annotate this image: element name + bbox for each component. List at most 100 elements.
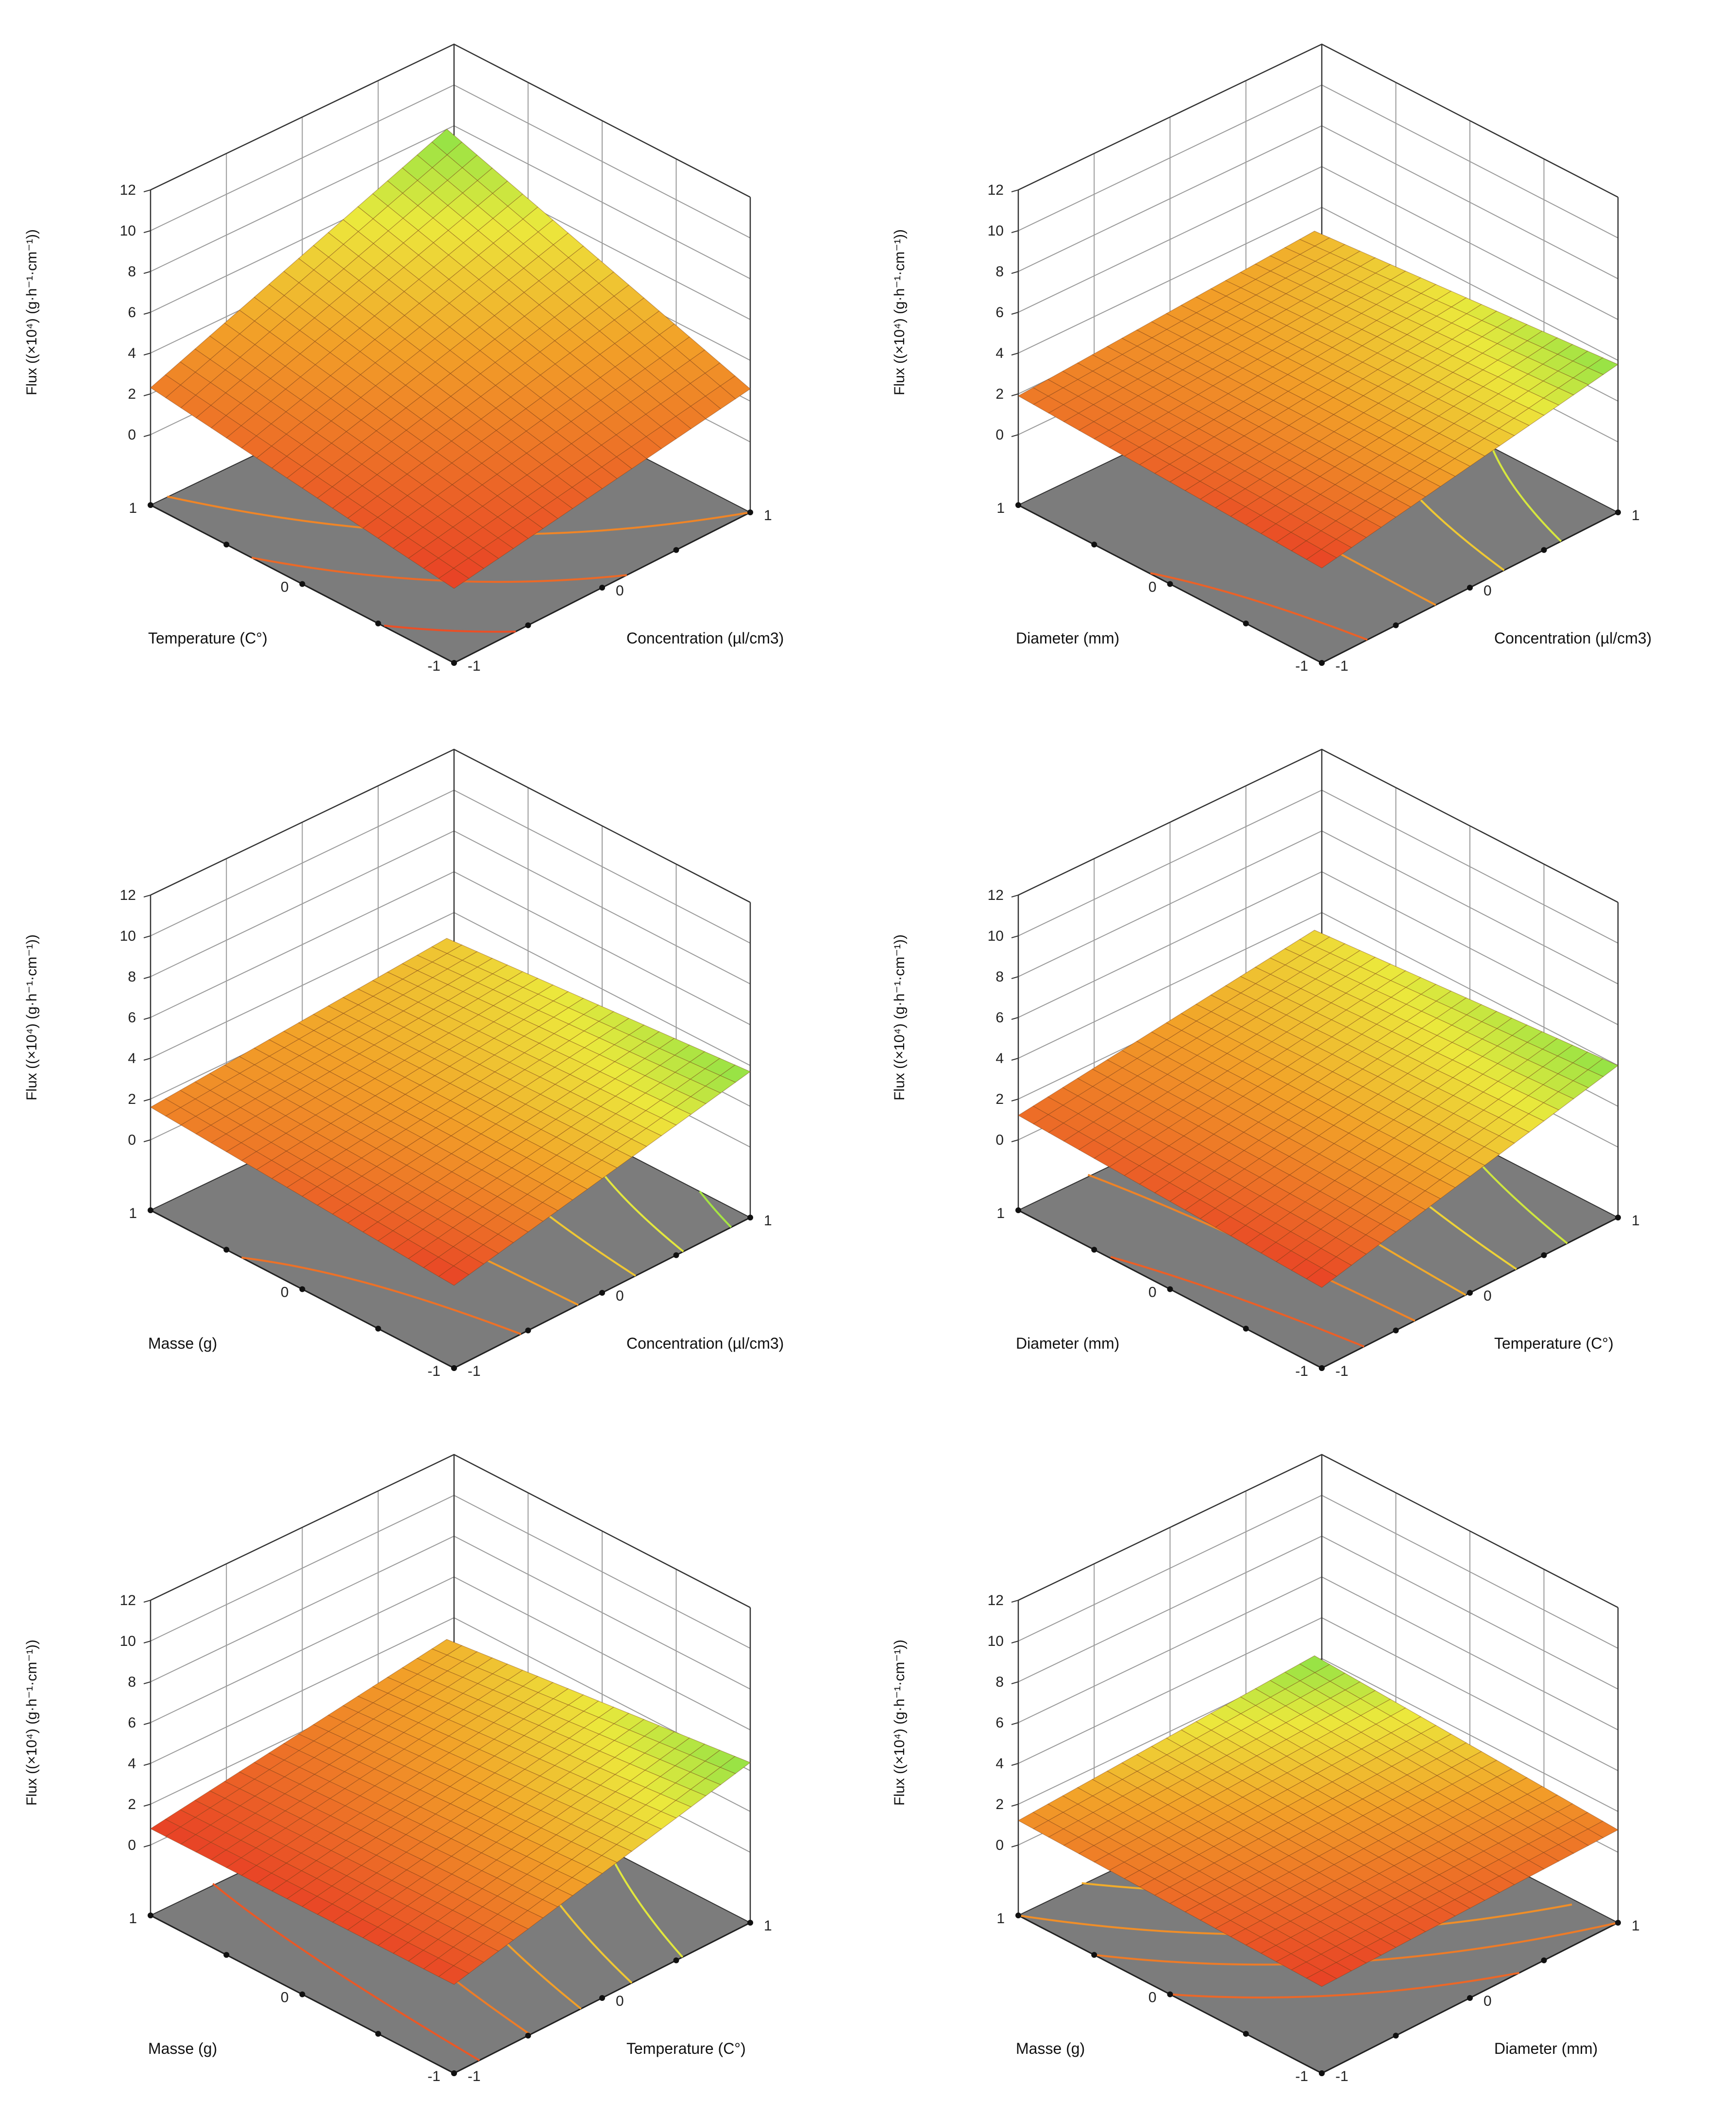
- surface-cell: [357, 980, 389, 997]
- surface-cell: [1270, 981, 1301, 999]
- surface-cell: [270, 1115, 302, 1134]
- z-axis-title: Flux ((×10⁴) (g·h⁻¹·cm⁻¹)): [24, 934, 40, 1100]
- surface-cell: [224, 1771, 255, 1789]
- surface-cell: [1314, 1664, 1346, 1682]
- surface-cell: [329, 1754, 360, 1772]
- surface-cell: [1318, 397, 1349, 415]
- surface-cell: [438, 1965, 470, 1985]
- surface-cell: [1226, 1763, 1258, 1781]
- surface-cell: [345, 1104, 376, 1123]
- surface-cell: [1093, 1112, 1124, 1131]
- surface-cell: [1195, 288, 1227, 305]
- surface-cell: [1543, 388, 1574, 406]
- surface-cell: [1124, 447, 1155, 465]
- surface-cell: [675, 1096, 707, 1115]
- contour-line: [241, 1256, 522, 1335]
- z-tick-mark: [1011, 1058, 1019, 1061]
- surface-cell: [283, 258, 315, 283]
- surface-cell: [1033, 1820, 1064, 1838]
- surface-cell: [1109, 1157, 1140, 1176]
- surface-cell: [358, 268, 389, 293]
- surface-cell: [1335, 492, 1366, 511]
- surface-cell: [1305, 1937, 1337, 1955]
- surface-cell: [1331, 1009, 1362, 1028]
- wall-grid-horizontal: [150, 1454, 751, 1608]
- y-tick-mark: [299, 1991, 305, 1998]
- surface-cell: [284, 1038, 315, 1056]
- surface-cell: [1254, 1680, 1286, 1698]
- surface-cell: [1284, 939, 1316, 956]
- surface-cell: [1335, 528, 1367, 548]
- surface-cell: [239, 1081, 271, 1100]
- surface-cell: [417, 1680, 449, 1697]
- surface-cell: [1256, 1730, 1287, 1748]
- surface-cell: [1225, 993, 1257, 1010]
- surface-cell: [270, 1793, 301, 1811]
- surface-cell: [1184, 1903, 1216, 1921]
- z-tick-mark: [1011, 1763, 1019, 1766]
- surface-cell: [1320, 1946, 1352, 1963]
- surface-cell: [1196, 304, 1227, 321]
- x-axis-title: Concentration (µl/cm3): [1494, 629, 1652, 647]
- z-tick-label: 12: [120, 887, 136, 903]
- surface-cell: [1330, 959, 1361, 977]
- surface-cell: [314, 328, 346, 353]
- surface-cell: [359, 315, 390, 340]
- z-tick-mark: [1011, 895, 1019, 897]
- surface-cell: [315, 352, 346, 376]
- surface-cell: [1330, 259, 1361, 275]
- surface-cell: [1320, 520, 1352, 540]
- surface-cell: [1272, 1806, 1304, 1823]
- surface-cell: [1315, 969, 1347, 987]
- wall-grid-horizontal: [1018, 789, 1618, 944]
- surface-cell: [270, 1098, 301, 1117]
- surface-cell: [1181, 1037, 1213, 1056]
- surface-cell: [329, 1046, 360, 1064]
- surface-cell: [377, 1230, 409, 1251]
- y-minor-tick: [375, 2031, 381, 2037]
- z-tick-mark: [1011, 393, 1019, 396]
- surface-cell: [1167, 1064, 1198, 1083]
- surface-cell: [1302, 1790, 1333, 1807]
- surface-cell: [1316, 1019, 1348, 1037]
- z-tick-mark: [1011, 1641, 1019, 1643]
- surface-cell: [1259, 1185, 1291, 1205]
- surface-cell: [1306, 1970, 1337, 1987]
- z-tick-mark: [143, 1804, 151, 1807]
- surface-cell: [372, 205, 404, 232]
- surface-cell: [1212, 1070, 1244, 1089]
- surface-cell: [1285, 269, 1316, 286]
- surface-cell: [377, 1916, 408, 1935]
- x-minor-tick: [1393, 622, 1399, 628]
- surface-cell: [450, 1108, 482, 1127]
- surface-cell: [377, 485, 408, 507]
- surface-cell: [332, 1204, 363, 1224]
- surface-cell: [407, 1210, 438, 1230]
- surface-cell: [1229, 1879, 1261, 1896]
- surface-cell: [1255, 990, 1287, 1008]
- surface-cell: [1333, 1133, 1365, 1152]
- surface-cell: [315, 1123, 347, 1142]
- surface-cell: [1572, 1069, 1604, 1088]
- surface-cell: [209, 1798, 241, 1816]
- contour-line: [1110, 1256, 1365, 1348]
- surface-cell: [376, 1174, 408, 1194]
- surface-cell: [408, 1950, 439, 1969]
- surface-cell: [387, 963, 419, 980]
- surface-cell: [1196, 336, 1228, 353]
- surface-cell: [468, 1244, 499, 1265]
- surface-cell: [1316, 1036, 1348, 1055]
- contour-line: [607, 1849, 684, 1958]
- surface-cell: [1255, 974, 1286, 992]
- x-axis-title: Concentration (µl/cm3): [626, 1335, 784, 1352]
- z-tick-label: 12: [120, 182, 136, 198]
- surface-cell: [438, 1947, 469, 1966]
- surface-cell: [372, 971, 404, 988]
- surface-cell: [1169, 1191, 1201, 1211]
- z-tick-label: 6: [128, 1010, 136, 1026]
- surface-cell: [388, 1715, 420, 1733]
- surface-cell: [1306, 1267, 1337, 1288]
- surface-cell: [1154, 1182, 1186, 1202]
- y-tick-mark: [299, 581, 305, 587]
